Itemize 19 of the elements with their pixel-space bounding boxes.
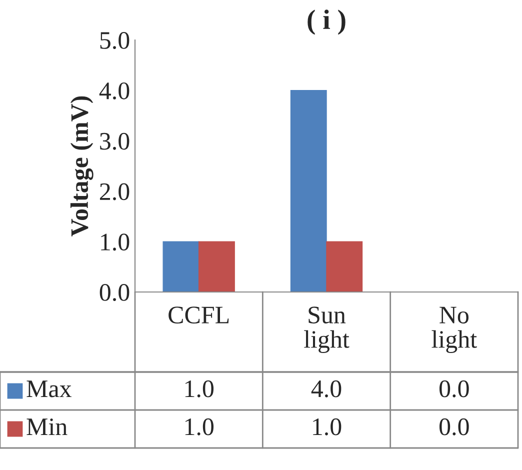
data-label: 1.0: [185, 380, 214, 398]
legend-label: Max: [26, 380, 72, 398]
x-tick-label: No light: [432, 306, 477, 354]
data-label: 0.0: [439, 418, 469, 436]
y-tick-label: 3.0: [100, 132, 130, 150]
data-label: 1.0: [185, 418, 214, 436]
y-tick-label: 1.0: [101, 234, 130, 251]
y-tick-label: 5.0: [100, 32, 130, 50]
x-tick-label: Sun light: [304, 306, 350, 354]
data-label: 0.0: [439, 380, 469, 398]
data-label: 4.0: [311, 380, 342, 398]
y-axis-title: Voltage (mV): [70, 96, 94, 236]
data-label: 1.0: [313, 418, 342, 436]
y-tick-label: 4.0: [99, 82, 130, 100]
legend-label: Min: [26, 418, 68, 436]
y-tick-label: 2.0: [100, 183, 130, 200]
y-tick-label: 0.0: [100, 284, 130, 302]
x-tick-label: CCFL: [168, 306, 229, 324]
chart-title: ( i ): [308, 10, 346, 35]
